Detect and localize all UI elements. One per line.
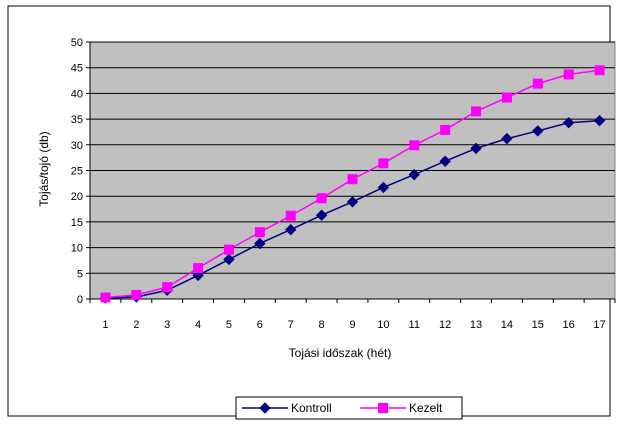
legend-label-kezelt: Kezelt [409, 401, 443, 415]
data-point-kezelt-4 [193, 263, 204, 274]
x-tick-label-13: 13 [470, 319, 482, 331]
legend-marker [378, 403, 388, 413]
legend-box [235, 396, 463, 420]
legend-item-kezelt: Kezelt [360, 401, 443, 415]
x-tick-label-4: 4 [195, 319, 201, 331]
data-point-kontroll-9 [346, 196, 359, 208]
y-tick-label-45: 45 [71, 63, 83, 75]
data-point-kontroll-12 [439, 155, 451, 167]
data-point-kezelt-9 [347, 174, 358, 185]
y-tick-label-25: 25 [71, 166, 83, 178]
x-tick-labels: 1 2 3 4 5 6 7 8 9 10 11 12 13 14 15 16 17 [102, 319, 605, 331]
y-tick-label-35: 35 [71, 114, 83, 126]
x-tick-label-12: 12 [439, 319, 451, 331]
x-tick-label-17: 17 [593, 319, 605, 331]
data-point-kontroll-11 [408, 168, 420, 181]
plot-area [86, 41, 616, 303]
x-tick-label-6: 6 [257, 319, 263, 331]
y-tick-label-5: 5 [77, 268, 83, 280]
series-kezelt [100, 65, 605, 303]
data-point-kezelt-3 [162, 282, 173, 293]
data-point-kezelt-8 [316, 193, 327, 204]
data-point-kontroll-5 [223, 253, 235, 266]
data-point-kontroll-8 [315, 209, 328, 221]
y-tick-label-50: 50 [71, 37, 83, 49]
x-tick-label-2: 2 [133, 319, 139, 331]
x-tick-label-7: 7 [288, 319, 294, 331]
data-point-kezelt-11 [409, 140, 420, 151]
data-point-kezelt-15 [532, 78, 543, 89]
data-point-kontroll-7 [285, 223, 297, 236]
y-tick-label-30: 30 [71, 140, 83, 152]
data-point-kontroll-10 [377, 181, 390, 194]
y-axis-label: Tojás/tojó (db) [37, 131, 51, 206]
x-tick-label-10: 10 [377, 319, 389, 331]
data-point-kezelt-17 [594, 65, 605, 76]
legend-label-kontroll: Kontroll [291, 401, 332, 415]
x-tick-label-14: 14 [501, 319, 513, 331]
x-tick-label-11: 11 [409, 319, 420, 331]
data-point-kezelt-14 [501, 92, 512, 103]
x-tick-label-1: 1 [102, 319, 108, 331]
data-point-kontroll-17 [593, 114, 606, 127]
data-point-kezelt-6 [254, 227, 265, 238]
y-tick-labels: 0 5 10 15 20 25 30 35 40 45 50 [71, 37, 83, 306]
y-tick-label-15: 15 [71, 217, 83, 229]
data-point-kontroll-15 [532, 125, 544, 137]
data-point-kezelt-5 [223, 244, 234, 255]
x-tick-label-16: 16 [563, 319, 575, 331]
legend: Kontroll Kezelt [235, 396, 463, 420]
y-tick-label-0: 0 [77, 294, 83, 306]
data-point-kezelt-12 [440, 124, 451, 135]
data-point-kezelt-10 [378, 158, 389, 169]
y-tick-label-10: 10 [71, 243, 83, 255]
data-point-kezelt-1 [100, 292, 111, 303]
x-tick-label-8: 8 [319, 319, 325, 331]
x-tick-label-9: 9 [349, 319, 355, 331]
data-point-kontroll-14 [501, 132, 513, 145]
data-point-kezelt-13 [471, 106, 482, 117]
data-point-kezelt-2 [131, 289, 142, 300]
data-point-kezelt-16 [563, 69, 574, 80]
x-axis-label: Tojási időszak (hét) [289, 346, 392, 360]
data-point-kezelt-7 [285, 210, 296, 221]
data-point-kontroll-13 [470, 142, 482, 155]
legend-item-kontroll: Kontroll [242, 401, 332, 415]
x-tick-label-5: 5 [226, 319, 232, 331]
data-series [99, 65, 606, 304]
data-point-kontroll-16 [562, 116, 575, 129]
y-tick-label-40: 40 [71, 88, 83, 100]
legend-marker [259, 402, 271, 414]
data-point-kontroll-6 [254, 237, 266, 250]
x-tick-label-15: 15 [532, 319, 544, 331]
y-tick-label-20: 20 [71, 191, 83, 203]
x-tick-label-3: 3 [164, 319, 170, 331]
